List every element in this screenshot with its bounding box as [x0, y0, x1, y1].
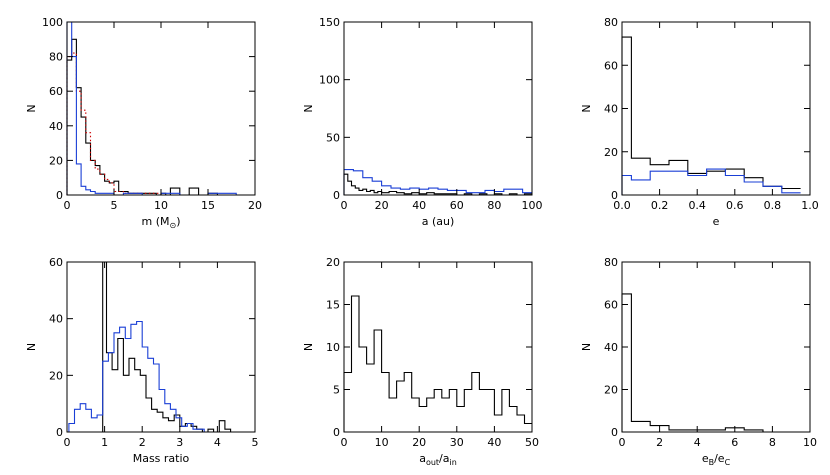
series-2-line [66, 52, 180, 196]
x-tick-label: 10 [154, 199, 168, 212]
y-tick-label: 60 [604, 59, 618, 72]
y-tick-label: 20 [604, 146, 618, 159]
axes-frame [66, 261, 256, 433]
y-tick-label: 20 [49, 369, 63, 382]
x-tick-label: 0 [64, 199, 71, 212]
x-axis-label: a (au) [422, 215, 455, 228]
panel-2: 0 20 40 60 80 100 0 50 100 150 Na (au) [302, 16, 543, 228]
y-tick-label: 0 [333, 189, 340, 202]
y-tick-label: 60 [49, 256, 63, 269]
y-axis-label: N [580, 343, 593, 351]
y-tick-label: 5 [333, 384, 340, 397]
y-tick-label: 40 [49, 120, 63, 133]
y-axis-label: N [580, 104, 593, 112]
axes-frame [66, 21, 256, 196]
y-tick-label: 20 [604, 384, 618, 397]
x-axis-label: m (M⊙) [142, 215, 181, 230]
x-tick-label: 0 [341, 199, 348, 212]
x-tick-label: 10 [375, 436, 389, 449]
x-tick-label: 30 [450, 436, 464, 449]
y-axis-label: N [25, 343, 38, 351]
x-axis-label: e [713, 215, 720, 228]
x-tick-label: 0.6 [726, 199, 744, 212]
series-1-line [621, 293, 810, 433]
x-tick-label: 80 [487, 199, 501, 212]
y-tick-label: 0 [56, 426, 63, 439]
y-tick-label: 0 [611, 426, 618, 439]
y-tick-label: 20 [49, 154, 63, 167]
x-tick-label: 0.2 [651, 199, 669, 212]
y-tick-label: 40 [49, 313, 63, 326]
x-tick-label: 4 [214, 436, 221, 449]
panel-6: 0 2 4 6 8 10 0 20 40 60 80 NeB/eC [580, 256, 817, 467]
y-tick-label: 80 [49, 51, 63, 64]
y-axis-label: N [302, 104, 315, 112]
x-axis-label: eB/eC [702, 452, 731, 467]
y-tick-label: 40 [604, 341, 618, 354]
x-tick-label: 4 [694, 436, 701, 449]
x-tick-label: 15 [201, 199, 215, 212]
x-tick-label: 3 [176, 436, 183, 449]
x-tick-label: 2 [139, 436, 146, 449]
x-axis-label: Mass ratio [133, 452, 190, 465]
y-tick-label: 100 [42, 16, 63, 29]
y-axis-label: N [25, 104, 38, 112]
x-tick-label: 10 [803, 436, 817, 449]
panel-4: 0 1 2 3 4 5 0 20 40 60 N Mass ratio [25, 256, 259, 465]
x-tick-label: 8 [769, 436, 776, 449]
y-tick-label: 10 [326, 341, 340, 354]
y-tick-label: 80 [604, 256, 618, 269]
x-tick-label: 20 [375, 199, 389, 212]
series-2-line [68, 320, 222, 433]
y-tick-label: 60 [49, 85, 63, 98]
x-tick-label: 2 [656, 436, 663, 449]
y-tick-label: 15 [326, 299, 340, 312]
series-1-line [621, 36, 801, 195]
x-tick-label: 0.4 [688, 199, 706, 212]
x-tick-label: 100 [522, 199, 543, 212]
x-tick-label: 40 [487, 436, 501, 449]
series-2-line [621, 168, 801, 195]
x-tick-label: 1.0 [801, 199, 819, 212]
axes-frame [343, 261, 533, 433]
x-tick-label: 40 [412, 199, 426, 212]
x-tick-label: 0.0 [613, 199, 631, 212]
x-tick-label: 50 [525, 436, 539, 449]
series-1-line [66, 38, 255, 196]
x-tick-label: 0 [341, 436, 348, 449]
y-tick-label: 60 [604, 299, 618, 312]
y-tick-label: 100 [319, 74, 340, 87]
y-axis-label: N [302, 343, 315, 351]
y-tick-label: 0 [333, 426, 340, 439]
axes-frame [621, 261, 811, 433]
x-tick-label: 20 [412, 436, 426, 449]
x-tick-label: 0 [619, 436, 626, 449]
x-tick-label: 5 [111, 199, 118, 212]
y-tick-label: 150 [319, 16, 340, 29]
y-tick-label: 0 [611, 189, 618, 202]
x-axis-label: aout/ain [419, 452, 457, 467]
x-tick-label: 5 [252, 436, 259, 449]
x-tick-label: 60 [450, 199, 464, 212]
series-1-line [102, 261, 248, 433]
x-tick-label: 0 [64, 436, 71, 449]
y-tick-label: 0 [56, 189, 63, 202]
x-tick-label: 20 [248, 199, 262, 212]
x-tick-label: 6 [731, 436, 738, 449]
series-1-line [343, 295, 532, 432]
series-3-line [66, 21, 255, 196]
x-tick-label: 0.8 [764, 199, 782, 212]
series-2-line [343, 169, 532, 195]
panel-1: 0 5 10 15 20 0 20 40 60 80 100 Nm (M⊙) [25, 16, 262, 230]
y-tick-label: 80 [604, 16, 618, 29]
panel-3: 0.0 0.2 0.4 0.6 0.8 1.0 0 20 40 60 80 Ne [580, 16, 819, 228]
y-tick-label: 40 [604, 103, 618, 116]
y-tick-label: 50 [326, 131, 340, 144]
y-tick-label: 20 [326, 256, 340, 269]
axes-frame [343, 21, 533, 196]
x-tick-label: 1 [101, 436, 108, 449]
